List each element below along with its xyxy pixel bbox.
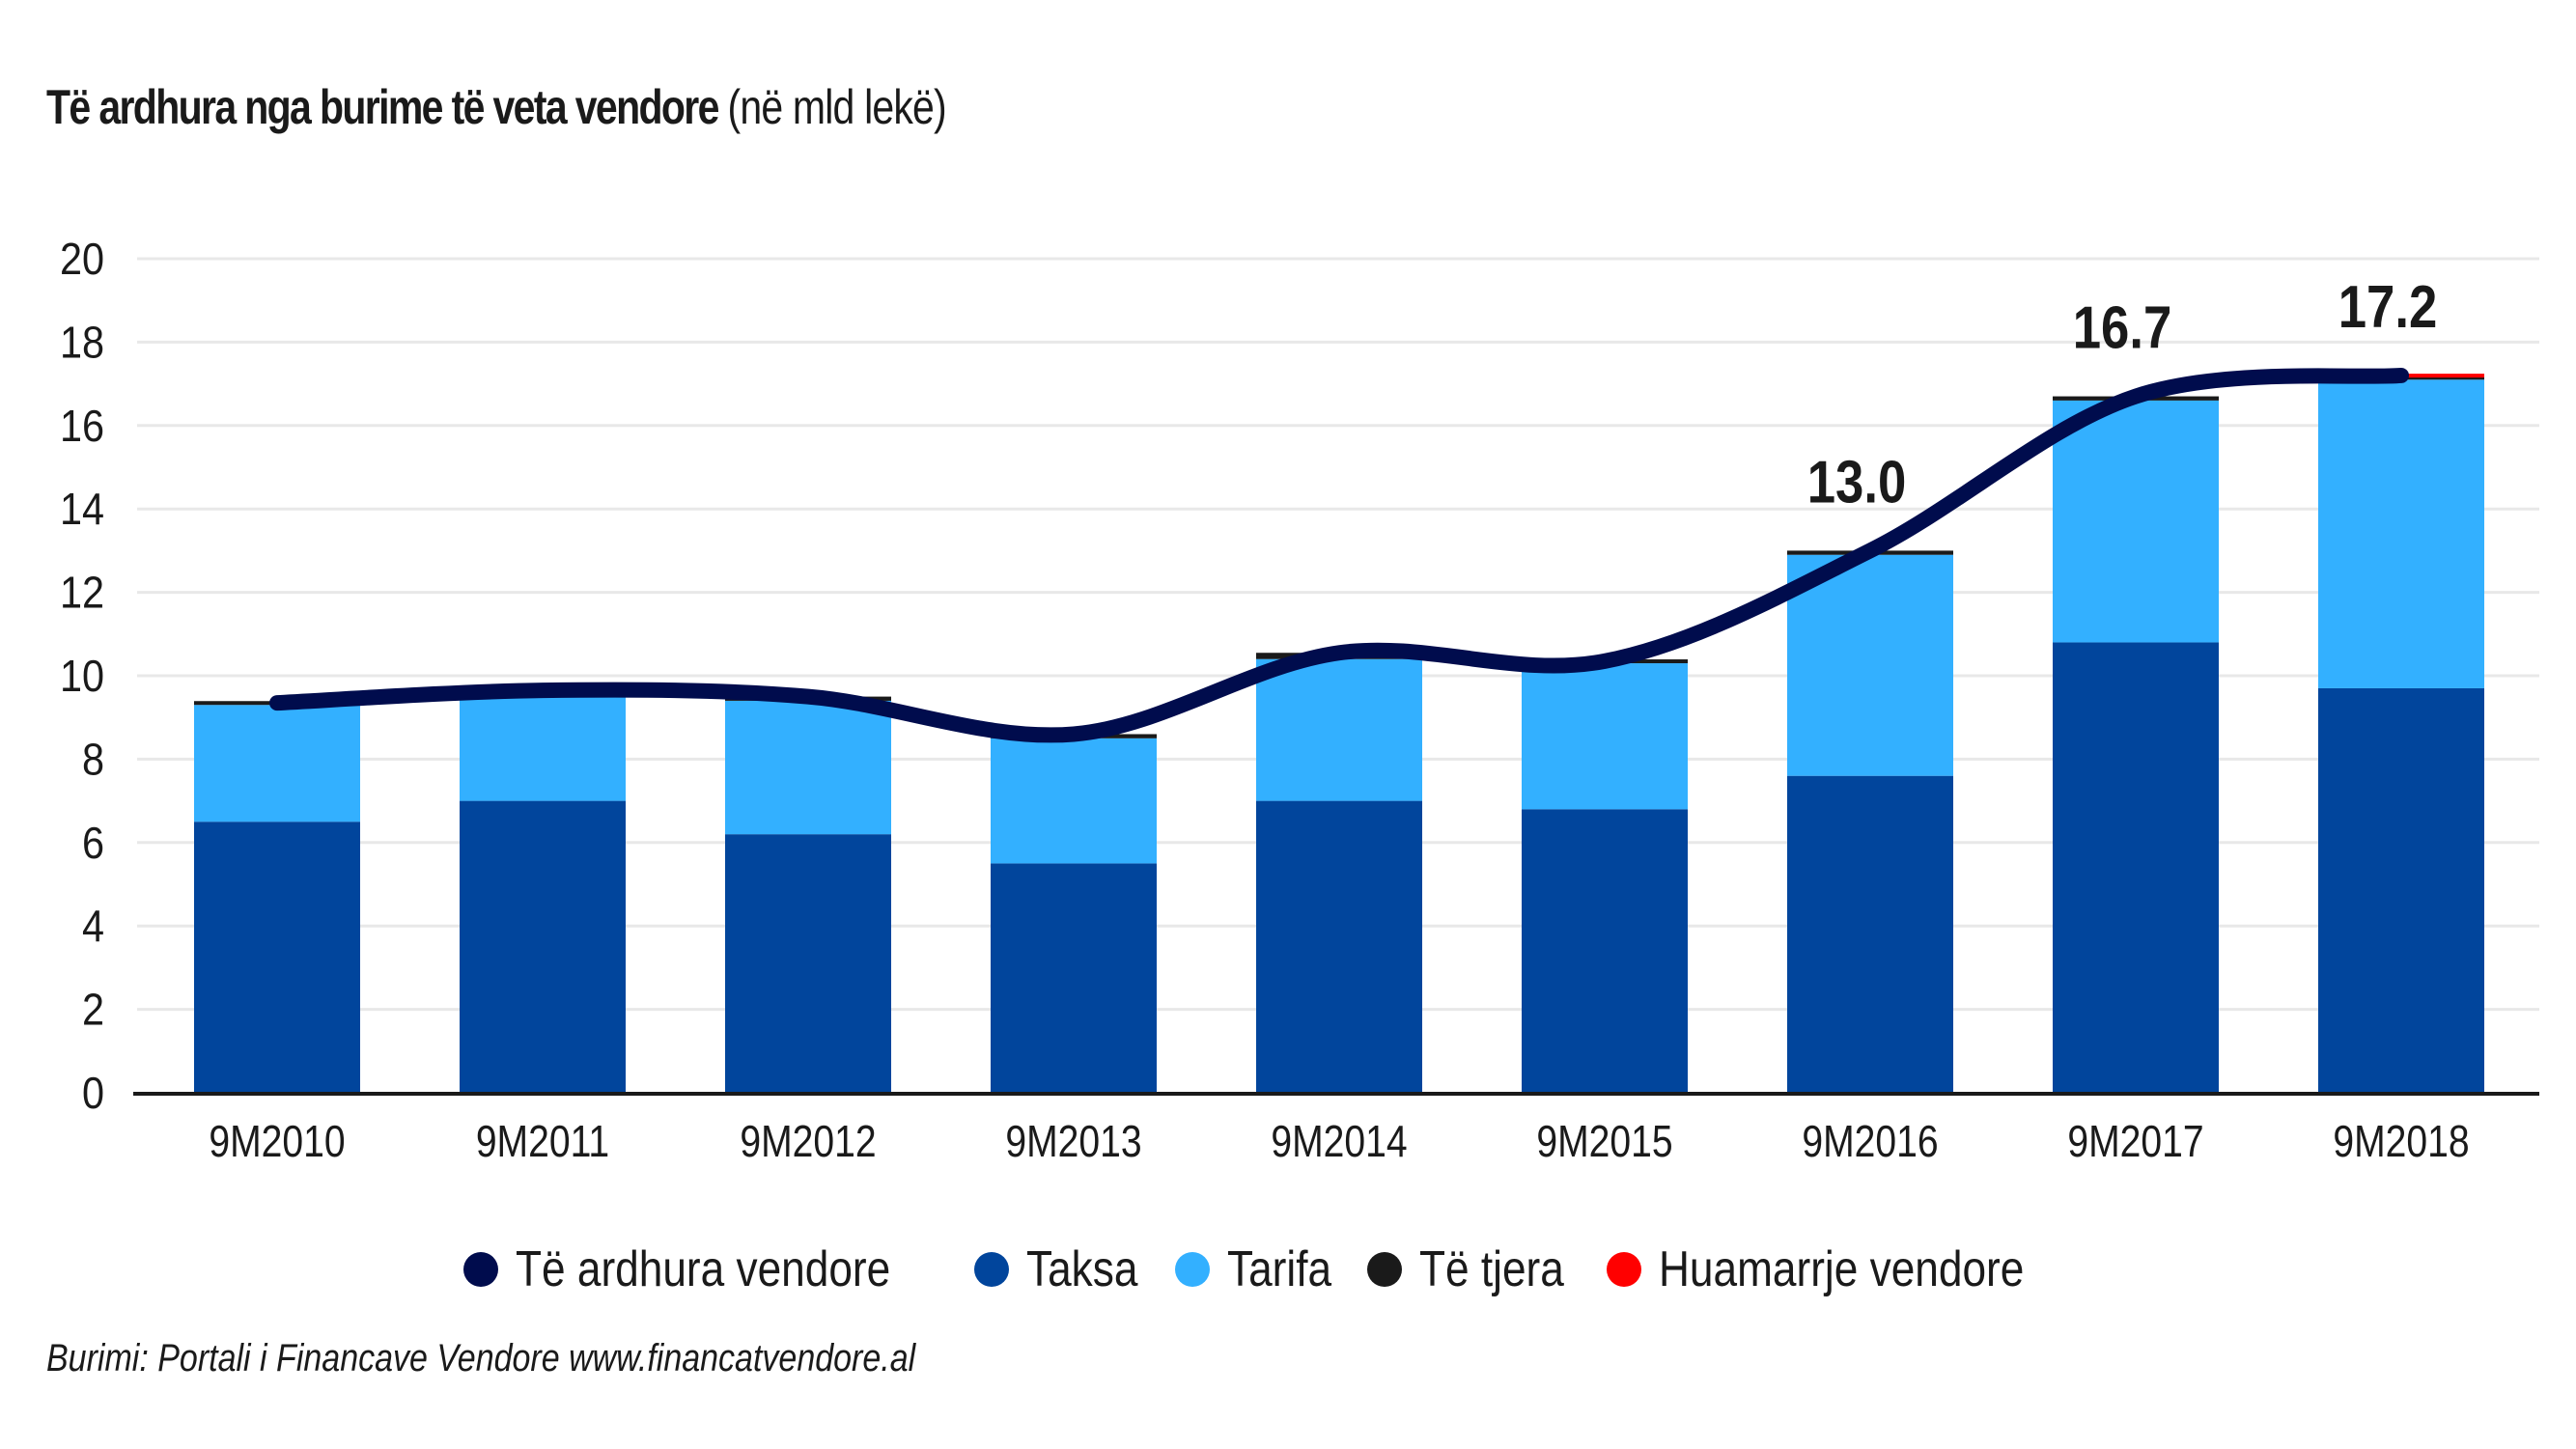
- bar-segment-tarifa: [991, 738, 1157, 864]
- data-label: 13.0: [1807, 449, 1907, 516]
- bar-group-9M2013: [991, 734, 1157, 1093]
- legend-item: Të tjera: [1366, 1240, 1564, 1298]
- data-label: 17.2: [2338, 274, 2438, 341]
- legend-label: Tarifa: [1226, 1241, 1331, 1297]
- bar-segment-tarifa: [725, 700, 891, 835]
- legend: Të ardhura vendore Taksa Tarifa Të tjera Hua…: [463, 1240, 2106, 1298]
- x-tick-label: 9M2011: [476, 1117, 609, 1167]
- bar-segment-tarifa: [1787, 554, 1953, 776]
- x-tick-label: 9M2016: [1802, 1117, 1938, 1167]
- x-tick-label: 9M2017: [2067, 1117, 2203, 1167]
- bar-segment-taksa: [2318, 687, 2484, 1093]
- y-tick-label: 4: [82, 902, 104, 952]
- bar-segment-tarifa: [1522, 663, 1688, 810]
- y-axis: 0 2 4 6 8 10 12 14 16 18 20: [60, 235, 104, 1119]
- bar-group-9M2016: [1787, 550, 1953, 1093]
- legend-marker-icon: [1366, 1252, 1402, 1287]
- x-tick-label: 9M2013: [1005, 1117, 1141, 1167]
- data-label: 16.7: [2073, 295, 2172, 362]
- source-note: Burimi: Portali i Financave Vendore www.…: [46, 1337, 916, 1379]
- x-tick-label: 9M2014: [1271, 1117, 1407, 1167]
- y-tick-label: 12: [60, 569, 104, 619]
- chart-title-main: Të ardhura nga burime të veta vendore: [46, 80, 719, 134]
- bar-segment-tarifa: [1256, 658, 1422, 801]
- x-tick-label: 9M2012: [740, 1117, 876, 1167]
- bar-segment-tarifa: [460, 692, 626, 801]
- y-tick-label: 20: [60, 235, 104, 285]
- bar-segment-taksa: [2053, 642, 2219, 1093]
- legend-marker-icon: [973, 1252, 1009, 1287]
- legend-label: Taksa: [1025, 1241, 1138, 1297]
- legend-label: Huamarrje vendore: [1659, 1241, 2025, 1297]
- y-tick-label: 16: [60, 402, 104, 452]
- x-axis: 9M2010 9M2011 9M2012 9M2013 9M2014 9M2015 9M20…: [209, 1117, 2469, 1167]
- data-labels: 13.0 16.7 17.2: [1807, 274, 2438, 516]
- legend-item: Huamarrje vendore: [1607, 1240, 2059, 1298]
- y-tick-label: 14: [60, 485, 104, 535]
- bar-segment-taksa: [725, 834, 891, 1093]
- x-tick-label: 9M2015: [1536, 1117, 1672, 1167]
- bar-segment-tarifa: [2053, 400, 2219, 643]
- bars: [194, 374, 2484, 1093]
- bar-segment-taksa: [1522, 809, 1688, 1093]
- legend-label: Të tjera: [1418, 1241, 1564, 1297]
- series-line-te-ardhura-vendore: [269, 367, 2409, 743]
- y-tick-label: 6: [82, 819, 104, 869]
- bar-group-9M2018: [2318, 374, 2484, 1093]
- chart-title: Të ardhura nga burime të veta vendore (n…: [46, 79, 947, 135]
- bar-group-9M2012: [725, 696, 891, 1093]
- y-tick-label: 8: [82, 735, 104, 785]
- bar-segment-tarifa: [2318, 379, 2484, 688]
- bar-group-9M2011: [460, 688, 626, 1093]
- y-tick-label: 18: [60, 318, 104, 368]
- legend-item: Të ardhura vendore: [463, 1240, 928, 1298]
- bar-group-9M2015: [1522, 659, 1688, 1093]
- bar-group-9M2014: [1256, 653, 1422, 1093]
- bar-segment-taksa: [460, 800, 626, 1093]
- legend-item: Tarifa: [1174, 1240, 1331, 1298]
- x-tick-label: 9M2018: [2333, 1117, 2469, 1167]
- bar-group-9M2017: [2053, 396, 2219, 1093]
- bar-segment-taksa: [194, 822, 360, 1093]
- legend-marker-icon: [1607, 1252, 1642, 1287]
- legend-label: Të ardhura vendore: [516, 1241, 891, 1297]
- bar-segment-taksa: [991, 863, 1157, 1093]
- bar-segment-tarifa: [194, 705, 360, 822]
- legend-marker-icon: [463, 1252, 498, 1287]
- legend-item: Taksa: [973, 1240, 1137, 1298]
- y-tick-label: 2: [82, 986, 104, 1036]
- bar-segment-taksa: [1787, 775, 1953, 1093]
- chart-title-unit: (në mld lekë): [727, 80, 947, 134]
- y-tick-label: 10: [60, 652, 104, 702]
- y-tick-label: 0: [82, 1069, 104, 1119]
- x-tick-label: 9M2010: [209, 1117, 345, 1167]
- bar-segment-taksa: [1256, 800, 1422, 1093]
- legend-marker-icon: [1174, 1252, 1210, 1287]
- bar-group-9M2010: [194, 701, 360, 1093]
